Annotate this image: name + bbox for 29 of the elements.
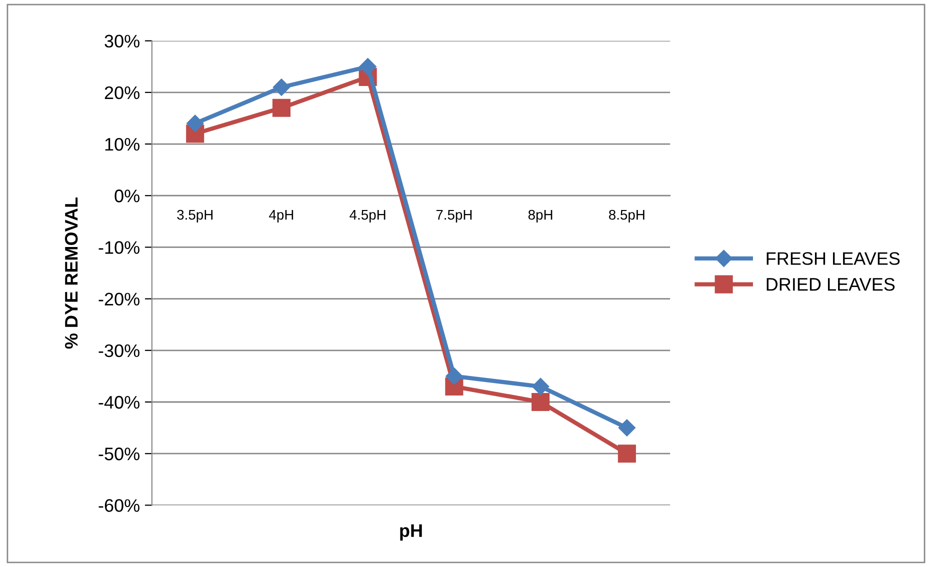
y-tick-label: 0% bbox=[114, 190, 140, 202]
x-tick-label: 4.5pH bbox=[350, 210, 386, 222]
x-tick-label: 7.5pH bbox=[436, 210, 472, 222]
point bbox=[618, 444, 636, 463]
legend-label: FRESH LEAVES bbox=[766, 252, 900, 265]
y-tick-label: 20% bbox=[104, 86, 140, 100]
y-tick-label: 30% bbox=[104, 34, 140, 48]
point bbox=[186, 114, 204, 132]
x-tick-label: 8.5pH bbox=[609, 210, 644, 222]
x-tick-label: 8pH bbox=[528, 210, 552, 222]
y-axis-title: % DYE REMOVAL bbox=[64, 197, 78, 349]
x-axis-title: pH bbox=[400, 524, 422, 541]
y-tick-label: -60% bbox=[98, 499, 140, 512]
point bbox=[359, 58, 376, 76]
y-tick-label: -20% bbox=[98, 292, 140, 306]
point bbox=[532, 378, 550, 396]
point bbox=[272, 98, 290, 117]
point bbox=[446, 368, 463, 385]
legend-label: DRIED LEAVES bbox=[766, 278, 895, 291]
x-tick-label: 4pH bbox=[269, 210, 294, 222]
y-tick-label: -40% bbox=[98, 396, 140, 409]
x-tick-label: 3.5pH bbox=[177, 210, 212, 222]
point bbox=[532, 392, 550, 412]
y-tick-label: -10% bbox=[98, 241, 140, 254]
y-tick-label: -30% bbox=[98, 344, 140, 358]
point bbox=[618, 419, 636, 436]
y-tick-label: 10% bbox=[105, 138, 140, 151]
y-tick-label: -50% bbox=[98, 448, 140, 460]
point bbox=[272, 78, 290, 96]
